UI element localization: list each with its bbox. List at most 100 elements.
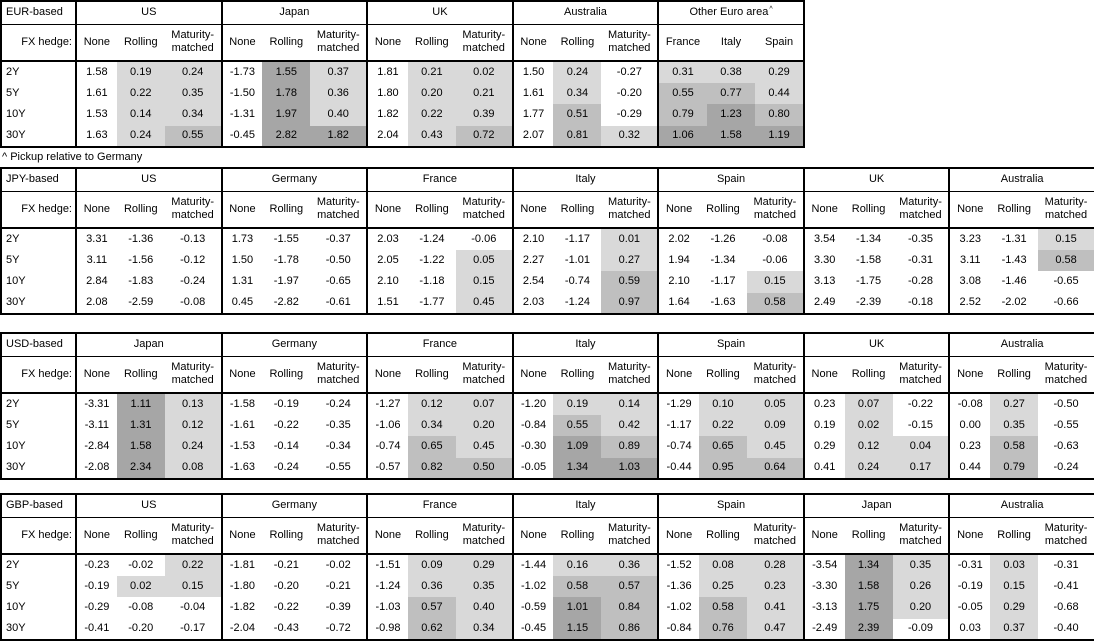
value-cell: 1.01 — [553, 597, 602, 619]
value-cell: -1.63 — [220, 457, 263, 479]
value-cell: -0.59 — [511, 597, 554, 619]
value-cell: 0.89 — [601, 436, 659, 458]
value-cell: -0.98 — [366, 618, 408, 640]
table-row: 5Y -0.19 0.02 0.15 -1.80 -0.20 -0.21 -1.24 0.36 0… — [1, 575, 1094, 597]
value-cell: 0.24 — [844, 457, 893, 479]
value-cell: 0.24 — [164, 436, 222, 458]
value-cell: -2.82 — [273, 296, 299, 309]
value-cell: -1.18 — [419, 275, 445, 288]
base-currency-label: EUR-based — [1, 1, 76, 25]
value-cell: 1.63 — [75, 125, 117, 147]
value-cell: 0.95 — [698, 457, 747, 479]
value-cell: 0.23 — [802, 393, 845, 415]
value-cell: -0.66 — [1053, 296, 1079, 309]
value-cell: 0.41 — [747, 597, 804, 619]
col-header-rolling: Rolling — [262, 356, 311, 394]
value-cell: 0.00 — [948, 414, 991, 436]
value-cell: -0.22 — [273, 418, 299, 431]
col-header-none: None — [75, 191, 117, 229]
value-cell: -0.65 — [325, 275, 351, 288]
value-cell: -1.26 — [710, 232, 736, 245]
value-cell: 2.03 — [366, 228, 408, 250]
value-cell: -2.39 — [856, 296, 882, 309]
col-header-maturity-matched: Maturity-matched — [310, 24, 368, 62]
value-cell: -0.37 — [325, 232, 351, 245]
value-cell: 0.55 — [553, 414, 602, 436]
value-cell: -0.20 — [273, 579, 299, 592]
col-header-rolling: Rolling — [990, 191, 1039, 229]
value-cell: 0.26 — [892, 575, 950, 597]
value-cell: -1.77 — [419, 296, 445, 309]
value-cell: -1.44 — [511, 554, 554, 576]
col-header-rolling: Rolling — [844, 191, 893, 229]
value-cell: -2.84 — [75, 436, 117, 458]
col-header-maturity-matched: Maturity-matched — [310, 517, 368, 555]
col-header-none: None — [366, 24, 408, 62]
value-cell: 0.05 — [455, 249, 513, 271]
value-cell: 2.54 — [511, 271, 554, 293]
value-cell: 0.34 — [407, 414, 456, 436]
value-cell: 0.37 — [310, 61, 368, 83]
value-cell: 0.44 — [948, 457, 991, 479]
value-cell: 1.23 — [706, 104, 756, 126]
col-header-rolling: Rolling — [990, 517, 1039, 555]
value-cell: 1.15 — [553, 618, 602, 640]
country-header-italy: Italy — [511, 333, 659, 357]
table-row: 2Y 3.31 -1.36 -0.13 1.73 -1.55 -0.37 2.03 -1.24 -… — [1, 228, 1094, 250]
value-cell: -0.35 — [907, 232, 934, 245]
hedge-header-row: FX hedge: None Rolling Maturity-matched None… — [1, 356, 1094, 394]
value-cell: -0.45 — [511, 618, 554, 640]
value-cell: 0.02 — [116, 575, 165, 597]
col-header-maturity-matched: Maturity-matched — [164, 191, 222, 229]
tenor-label: 10Y — [6, 108, 26, 121]
value-cell: 2.39 — [844, 618, 893, 640]
col-header-rolling: Rolling — [553, 356, 602, 394]
col-header-france: France — [657, 24, 707, 62]
value-cell: 1.34 — [844, 554, 893, 576]
table-row: 5Y 1.61 0.22 0.35 -1.50 1.78 0.36 1.80 0.20 0.21 1… — [1, 82, 804, 104]
value-cell: -0.22 — [907, 397, 933, 410]
data-table-jpy-based: JPY-based US Germany France Italy Spain UK Aust… — [0, 167, 1094, 315]
value-cell: 0.37 — [990, 618, 1039, 640]
value-cell: 0.21 — [407, 61, 456, 83]
country-header-other-euro-area: Other Euro area^ — [657, 1, 804, 25]
base-currency-label: JPY-based — [1, 168, 76, 192]
value-cell: 0.21 — [455, 82, 513, 104]
col-header-rolling: Rolling — [116, 24, 165, 62]
value-cell: -0.02 — [128, 558, 154, 571]
value-cell: -1.31 — [1001, 232, 1027, 245]
value-cell: -0.35 — [325, 418, 351, 431]
col-header-none: None — [75, 356, 117, 394]
tenor-label: 2Y — [6, 232, 20, 245]
value-cell: -0.40 — [1053, 622, 1079, 635]
value-cell: 0.20 — [407, 82, 456, 104]
col-header-none: None — [657, 517, 699, 555]
value-cell: 0.24 — [553, 61, 602, 83]
value-cell: -1.80 — [220, 575, 263, 597]
value-cell: 1.82 — [366, 104, 408, 126]
value-cell: -0.09 — [907, 622, 934, 635]
value-cell: -0.24 — [180, 275, 206, 288]
col-header-maturity-matched: Maturity-matched — [601, 24, 659, 62]
value-cell: -1.83 — [128, 275, 154, 288]
value-cell: 0.12 — [844, 436, 893, 458]
value-cell: 0.42 — [601, 414, 659, 436]
value-cell: 0.02 — [455, 61, 513, 83]
value-cell: 3.08 — [948, 271, 991, 293]
value-cell: -0.05 — [948, 597, 991, 619]
value-cell: -0.74 — [366, 436, 408, 458]
value-cell: -0.34 — [325, 440, 351, 453]
value-cell: 0.34 — [164, 104, 222, 126]
col-header-none: None — [802, 356, 845, 394]
value-cell: -0.50 — [325, 253, 351, 266]
value-cell: -1.58 — [856, 253, 882, 266]
value-cell: 0.59 — [601, 271, 659, 293]
value-cell: -1.61 — [220, 414, 263, 436]
value-cell: 1.82 — [310, 125, 368, 147]
value-cell: 0.97 — [601, 292, 659, 314]
eur-based-table-section: EUR-based US Japan UK Australia Other Euro ar… — [0, 0, 1094, 148]
value-cell: 0.20 — [892, 597, 950, 619]
col-header-rolling: Rolling — [116, 517, 165, 555]
table-row: 30Y 2.08 -2.59 -0.08 0.45 -2.82 -0.61 1.51 -1.77… — [1, 292, 1094, 314]
